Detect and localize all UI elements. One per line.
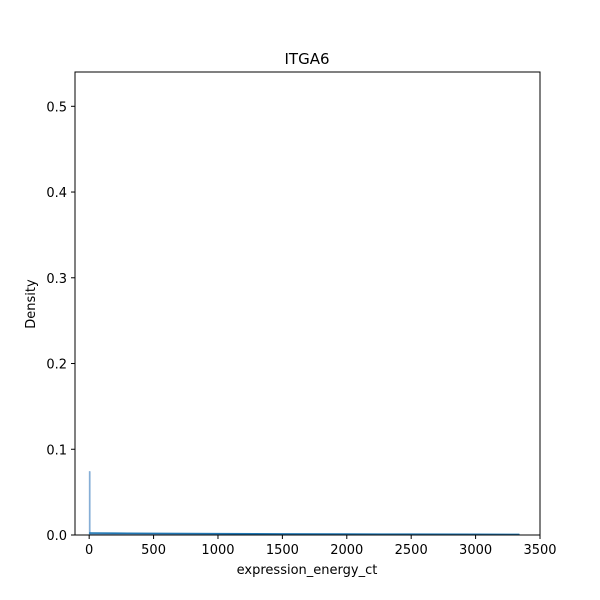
x-axis-label: expression_energy_ct: [237, 563, 378, 578]
y-tick-label-3: 0.3: [46, 272, 67, 287]
plot-frame: [74, 71, 541, 536]
x-tick-label-3: 1500: [266, 543, 299, 558]
y-axis: 0.0 0.1 0.2 0.3 0.4 0.5: [46, 100, 75, 544]
chart-title: ITGA6: [284, 50, 329, 68]
histogram-bar-0: [88, 471, 91, 536]
x-tick-label-0: 0: [85, 543, 93, 558]
x-tick-label-2: 1000: [201, 543, 234, 558]
y-tick-label-2: 0.2: [46, 358, 67, 373]
y-tick-label-4: 0.4: [46, 186, 67, 201]
y-tick-label-5: 0.5: [46, 100, 67, 115]
x-axis: 0 500 1000 1500 2000 2500 3000 3500: [85, 535, 557, 558]
x-tick-label-6: 3000: [459, 543, 492, 558]
kde-line: [89, 532, 520, 536]
y-axis-label: Density: [24, 279, 39, 329]
y-tick-label-1: 0.1: [46, 443, 67, 458]
x-tick-label-4: 2000: [330, 543, 363, 558]
x-tick-label-5: 2500: [395, 543, 428, 558]
y-tick-label-0: 0.0: [46, 529, 67, 544]
x-tick-label-7: 3500: [523, 543, 556, 558]
x-tick-label-1: 500: [141, 543, 166, 558]
